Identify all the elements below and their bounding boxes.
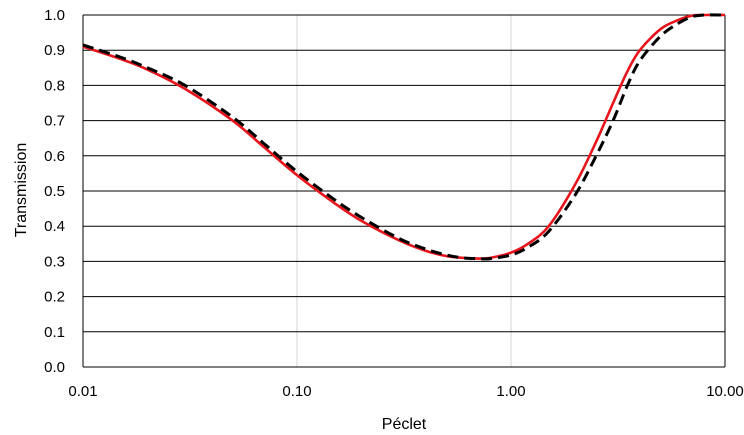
- y-tick-label: 0.7: [44, 113, 65, 130]
- y-tick-label: 0.8: [44, 77, 65, 94]
- y-axis-title: Transmission: [13, 143, 30, 238]
- x-tick-label: 10.00: [706, 383, 744, 400]
- y-tick-label: 0.1: [44, 324, 65, 341]
- grid: [82, 14, 726, 368]
- y-tick-labels: 0.0 0.1 0.2 0.3 0.4 0.5 0.6 0.7 0.8 0.9 1.0: [44, 7, 65, 376]
- y-tick-label: 0.3: [44, 253, 65, 270]
- x-axis-title: Péclet: [382, 416, 427, 433]
- x-tick-label: 0.10: [282, 383, 311, 400]
- x-tick-labels: 0.01 0.10 1.00 10.00: [68, 383, 743, 400]
- y-tick-label: 0.6: [44, 148, 65, 165]
- y-tick-label: 1.0: [44, 7, 65, 24]
- series-solid-line: [82, 13, 726, 260]
- y-tick-label: 0.9: [44, 42, 65, 59]
- y-tick-label: 0.4: [44, 218, 65, 235]
- y-tick-label: 0.0: [44, 359, 65, 376]
- y-tick-label: 0.5: [44, 183, 65, 200]
- series-dashed-line: [82, 13, 726, 261]
- series-lines: [82, 13, 726, 261]
- x-tick-label: 1.00: [496, 383, 525, 400]
- x-tick-label: 0.01: [68, 383, 97, 400]
- y-tick-label: 0.2: [44, 289, 65, 306]
